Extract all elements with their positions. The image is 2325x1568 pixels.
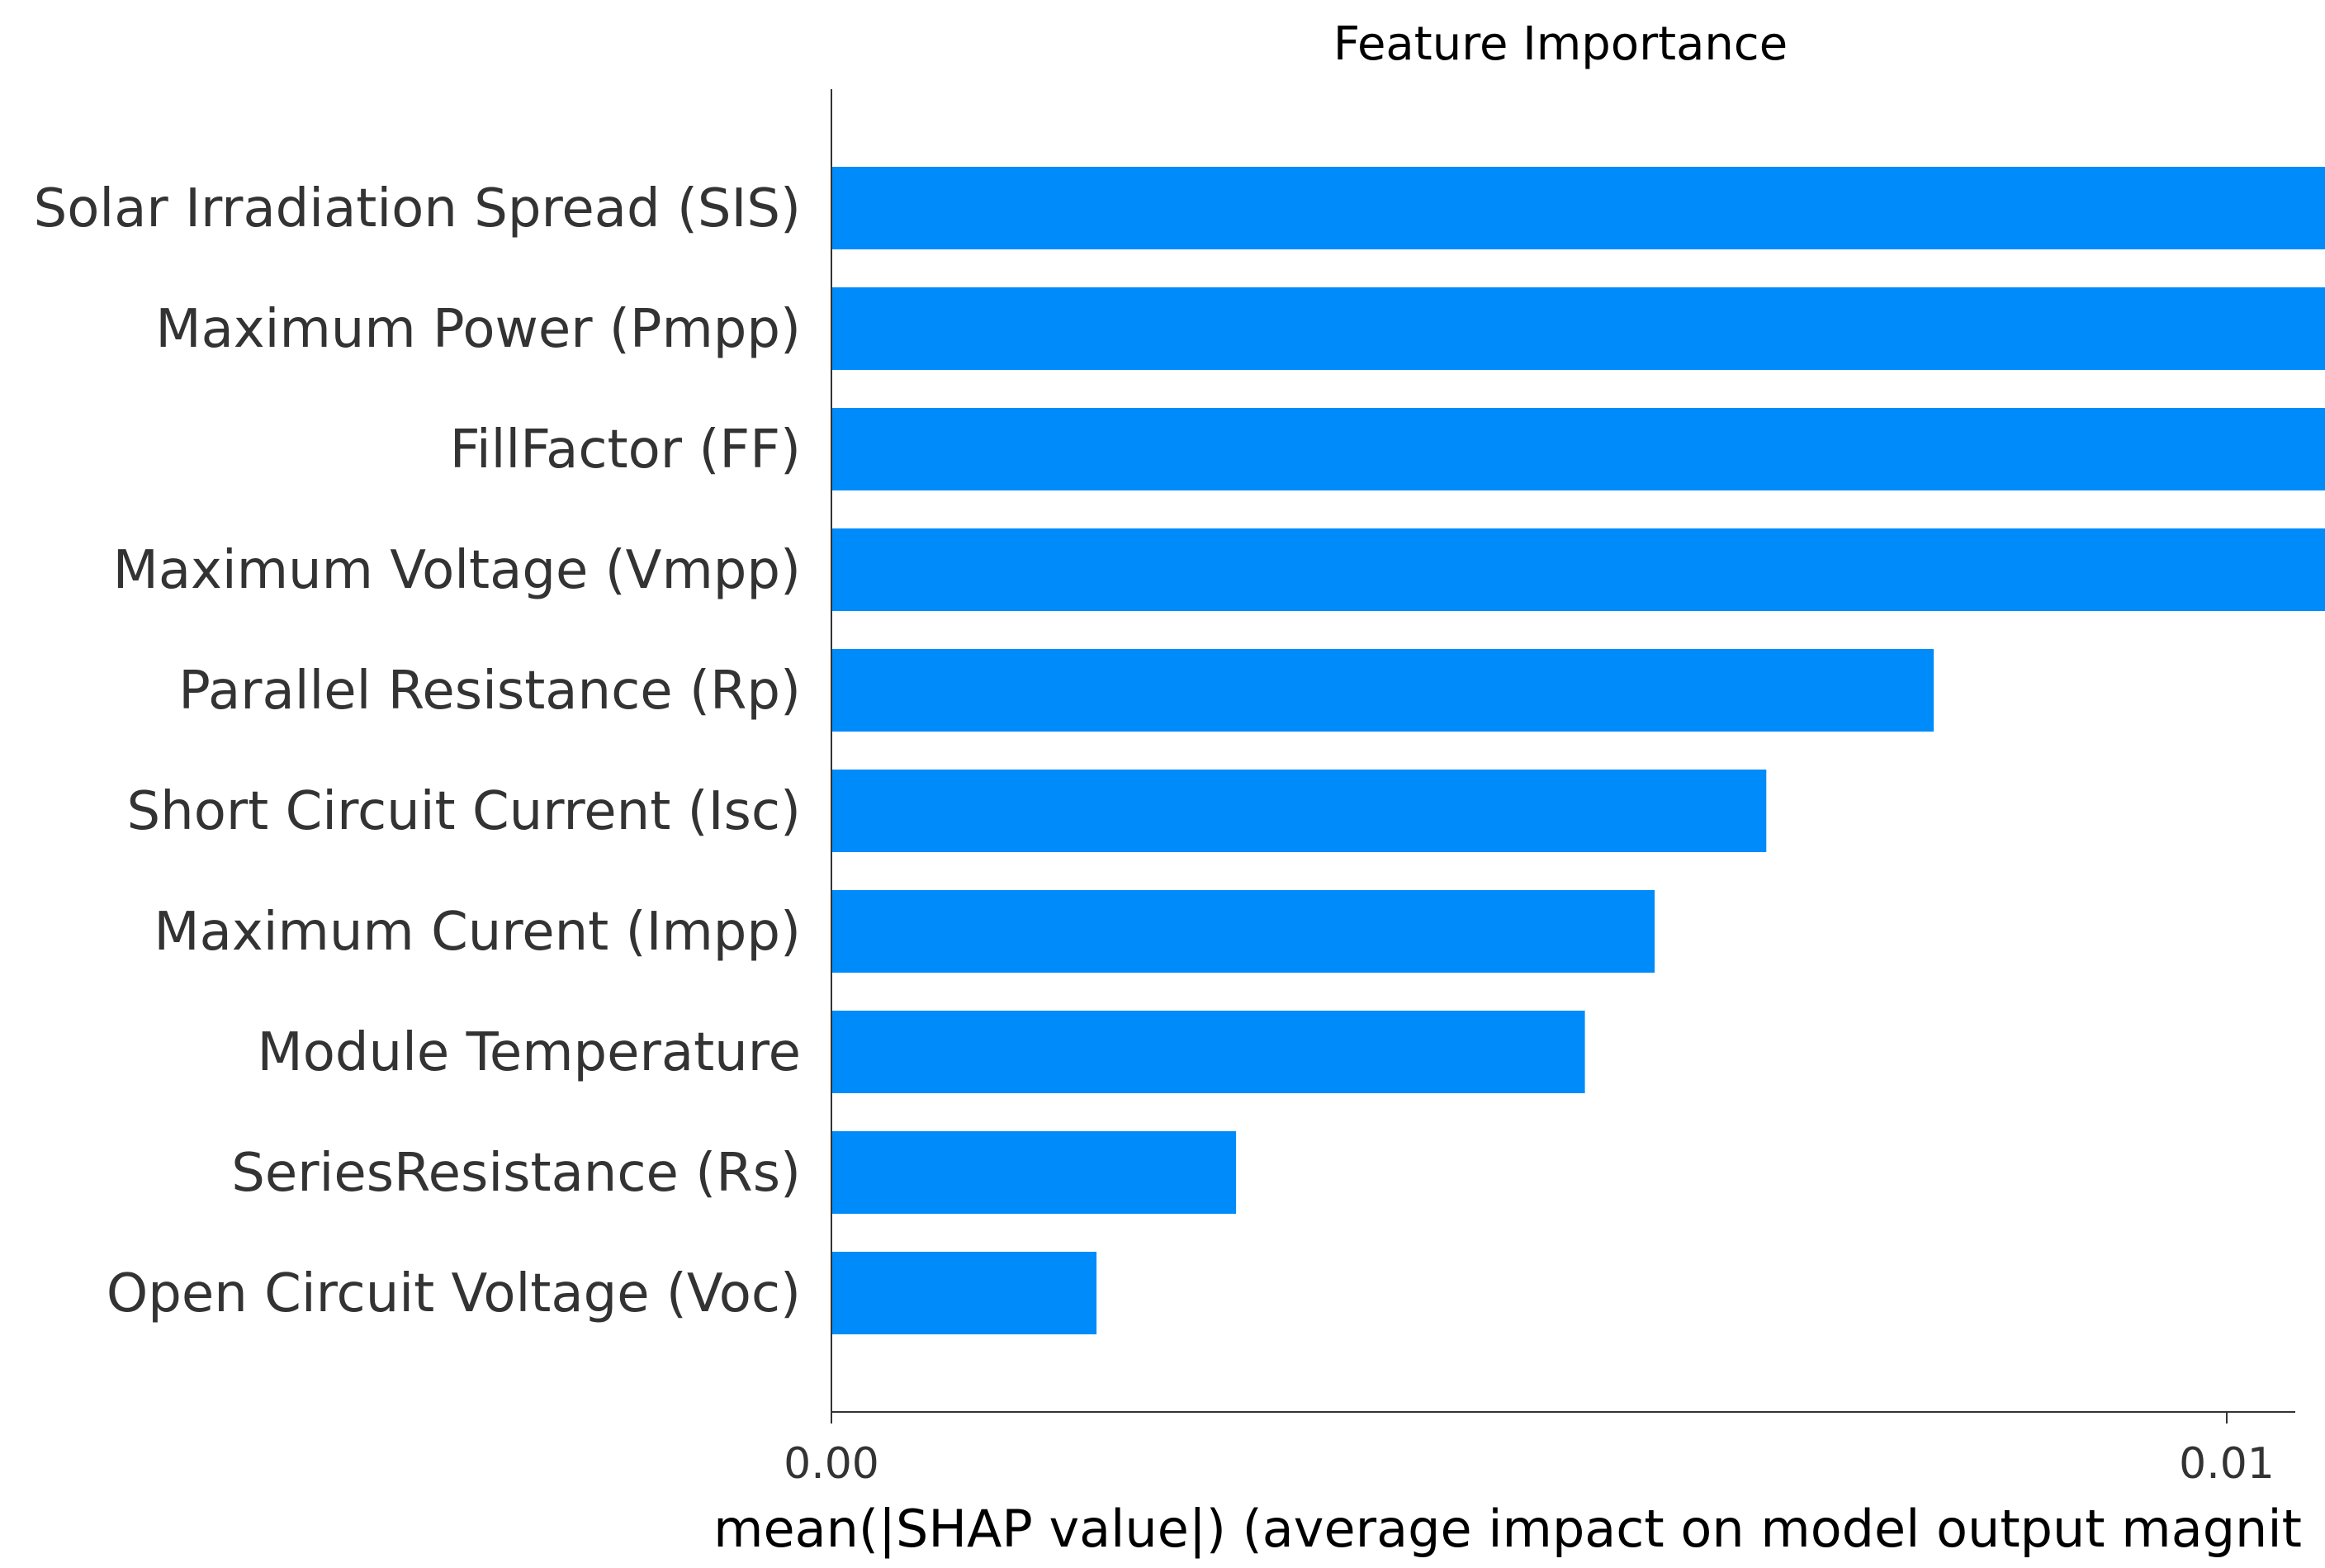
category-label: Maximum Power (Pmpp) <box>155 299 801 360</box>
category-label: Open Circuit Voltage (Voc) <box>107 1263 801 1324</box>
bar <box>831 1252 1097 1334</box>
x-tick-label: 0.00 <box>784 1439 879 1489</box>
bar <box>831 167 2325 249</box>
bars-group <box>831 167 2325 1334</box>
chart-title: Feature Importance <box>1333 17 1788 71</box>
category-label: Parallel Resistance (Rp) <box>178 661 801 722</box>
bar <box>831 528 2325 611</box>
bar <box>831 770 1767 852</box>
x-tick-label: 0.01 <box>2179 1439 2275 1489</box>
category-label: FillFactor (FF) <box>450 419 801 481</box>
x-ticks: 0.000.010.020.030.040.050.06 <box>784 1412 2275 1489</box>
bar <box>831 649 1934 732</box>
category-label: SeriesResistance (Rs) <box>231 1143 801 1204</box>
bar <box>831 408 2325 490</box>
x-axis-label: mean(|SHAP value|) (average impact on mo… <box>713 1499 2302 1560</box>
category-label: Maximum Curent (Impp) <box>154 902 801 963</box>
category-label: Module Temperature <box>258 1022 801 1083</box>
category-label: Short Circuit Current (Isc) <box>127 781 802 842</box>
category-label: Solar Irradiation Spread (SIS) <box>34 178 801 239</box>
bar <box>831 890 1655 973</box>
category-label: Maximum Voltage (Vmpp) <box>113 540 801 601</box>
bar <box>831 1131 1237 1214</box>
bar <box>831 287 2325 370</box>
bar <box>831 1011 1585 1093</box>
category-labels: Solar Irradiation Spread (SIS) Maximum Po… <box>34 178 801 1324</box>
